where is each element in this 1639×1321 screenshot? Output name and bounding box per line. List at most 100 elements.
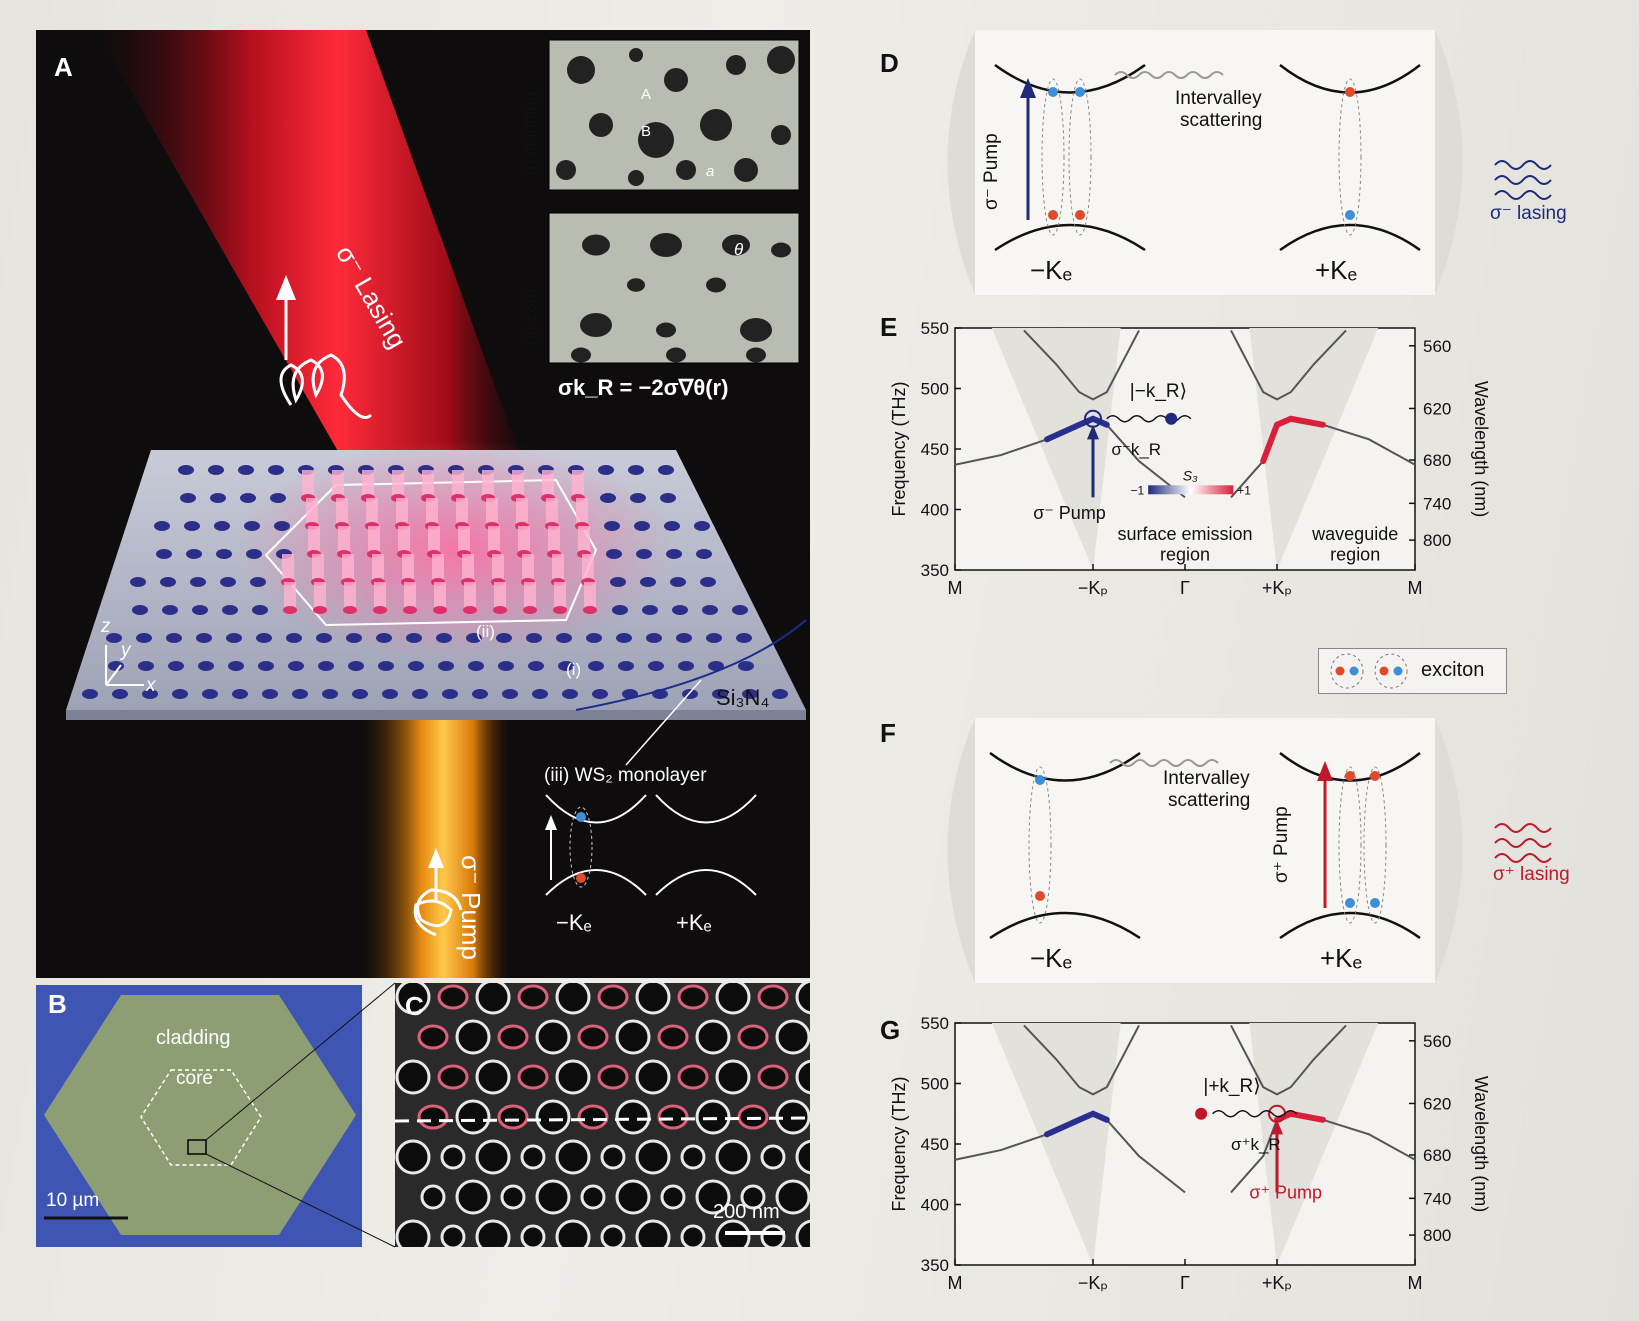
axis-z-label: z (101, 616, 111, 637)
cladding-hole (442, 689, 458, 699)
core-pillar (458, 526, 470, 556)
inset-hole (567, 56, 595, 84)
core-pillar (582, 554, 594, 584)
cladding-hole (618, 661, 634, 671)
cladding-hole (682, 689, 698, 699)
core-pillar (366, 498, 378, 528)
core-pillar (336, 498, 348, 528)
cladding-hole (736, 633, 752, 643)
sem-hole (577, 1024, 609, 1050)
core-pillar (456, 498, 468, 528)
legend-spin (1335, 666, 1345, 676)
scale-label-b: 10 µm (46, 1190, 100, 1211)
band-minusK-lower (545, 869, 647, 896)
y-right-tick-label: 800 (1423, 1226, 1451, 1245)
core-pillar (374, 582, 386, 612)
core-pillar (492, 554, 504, 584)
d-spin (1048, 87, 1058, 97)
cladding-hole (226, 633, 242, 643)
inset-hole (589, 113, 613, 137)
core-pillar (522, 554, 534, 584)
exciton-ellipse (569, 806, 593, 888)
core-pillar (542, 470, 554, 500)
site-a-label: A (641, 86, 652, 103)
sem-hole (695, 1099, 731, 1135)
sem-hole (600, 1144, 626, 1170)
inset-hole (571, 347, 591, 363)
f-scattering-label-2: scattering (1168, 790, 1251, 811)
y-right-tick-label: 620 (1423, 399, 1451, 418)
axis-y-label: y (121, 640, 131, 661)
inset-hole (771, 125, 791, 145)
monolayer-label: (iii) WS₂ monolayer (544, 765, 707, 786)
cladding-hole (700, 577, 716, 587)
inset-hole (700, 109, 732, 141)
sem-hole (577, 1104, 609, 1130)
core-pillar (398, 526, 410, 556)
sem-hole (597, 1064, 629, 1090)
legend-exciton-1 (1330, 653, 1364, 689)
x-tick-label: M (1408, 1273, 1423, 1293)
theta-label: θ (734, 240, 744, 259)
cladding-hole (288, 661, 304, 671)
d-lasing-label: σ⁻ lasing (1490, 203, 1567, 224)
core-pillar (486, 498, 498, 528)
sem-hole (597, 984, 629, 1010)
core-pillar (572, 470, 584, 500)
cladding-hole (412, 689, 428, 699)
sem-hole (555, 1059, 591, 1095)
panel-e-label: E (880, 312, 898, 342)
cladding-hole (598, 465, 614, 475)
inset-holes (556, 46, 795, 363)
y-tick-label: 350 (921, 1256, 949, 1275)
core-pillar (308, 526, 320, 556)
sem-hole (417, 1024, 449, 1050)
band-curve (1230, 1024, 1347, 1096)
d-pump-arrowhead (1020, 78, 1036, 98)
panel-b: B cladding core 10 µm (36, 985, 362, 1247)
cladding-hole (532, 689, 548, 699)
sem-hole (535, 1099, 571, 1135)
core-pillar (342, 554, 354, 584)
cladding-hole (214, 521, 230, 531)
y-tick-label: 450 (921, 440, 949, 459)
core-pillar (302, 470, 314, 500)
sem-hole (760, 1224, 786, 1247)
f-minusK-vb (989, 911, 1141, 940)
core-hole (523, 606, 537, 614)
f-spin (1345, 898, 1355, 908)
emission-branch (1260, 415, 1326, 465)
core-hole (553, 606, 567, 614)
sem-hole (677, 984, 709, 1010)
f-pump-arrowhead (1317, 761, 1333, 781)
band-curve (1230, 329, 1347, 401)
f-lasing-wave (1494, 823, 1552, 833)
f-right-arc (1435, 718, 1463, 983)
core-pillar (344, 582, 356, 612)
panel-a-label: A (54, 52, 73, 82)
inset-hole (556, 160, 576, 180)
band-minusK-upper (545, 794, 647, 824)
core-pillar (402, 554, 414, 584)
d-spin (1048, 210, 1058, 220)
cladding-hole (676, 633, 692, 643)
inset-hole (734, 158, 758, 182)
cladding-hole (604, 521, 620, 531)
cladding-hole (712, 689, 728, 699)
sem-hole (740, 1184, 766, 1210)
core-pillar (314, 582, 326, 612)
sem-hole (535, 1179, 571, 1215)
y-right-tick-label: 680 (1423, 451, 1451, 470)
x-tick-label: +Kₚ (1262, 1273, 1292, 1293)
sem-hole (395, 1219, 431, 1247)
colorbar-title: S₃ (1183, 467, 1198, 483)
sem-hole (635, 1139, 671, 1175)
f-scattering-label-1: Intervalley (1163, 768, 1250, 789)
inset-hole (746, 347, 766, 363)
cladding-hole (612, 605, 628, 615)
sem-hole (497, 1104, 529, 1130)
emission-branch (1044, 1110, 1110, 1138)
lasing-beam (96, 30, 536, 500)
lasing-arrow-head (276, 275, 296, 300)
